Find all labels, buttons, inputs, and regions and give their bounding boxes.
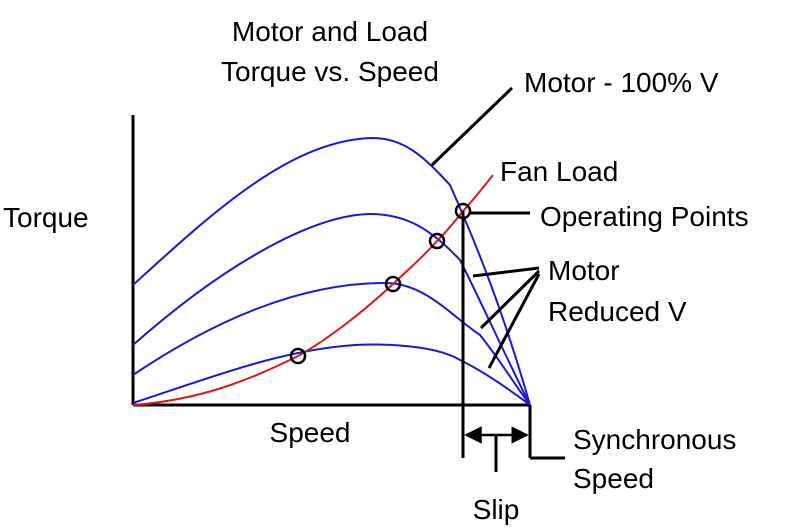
operating-point-marker bbox=[428, 232, 446, 250]
synchronous-label-line1: Synchronous bbox=[573, 424, 736, 455]
motor-curve-reduced-3 bbox=[132, 343, 531, 406]
x-axis-label: Speed bbox=[270, 417, 351, 448]
motor-reduced-leader-1 bbox=[472, 266, 540, 278]
motor-reduced-leader-3 bbox=[487, 273, 541, 369]
motor-full-leader bbox=[430, 86, 514, 167]
motor-curve-reduced-1 bbox=[132, 212, 531, 406]
motor-curve-100pct bbox=[132, 136, 531, 406]
diagram-title-line2: Torque vs. Speed bbox=[221, 56, 439, 87]
diagram-title-line1: Motor and Load bbox=[232, 16, 428, 47]
slip-label: Slip bbox=[473, 494, 520, 525]
motor-curve-reduced-2 bbox=[132, 281, 531, 406]
motor-full-label: Motor - 100% V bbox=[524, 67, 719, 98]
motor-reduced-label-line1: Motor bbox=[548, 255, 620, 286]
y-axis-label: Torque bbox=[3, 202, 89, 233]
operating-point-marker bbox=[289, 347, 307, 365]
synchronous-label-line2: Speed bbox=[573, 463, 654, 494]
motor-reduced-label-line2: Reduced V bbox=[548, 296, 687, 327]
motor-reduced-leader-2 bbox=[479, 269, 541, 330]
operating-points-label: Operating Points bbox=[540, 201, 749, 232]
fan-load-curve bbox=[132, 174, 494, 406]
operating-point-marker bbox=[384, 275, 402, 293]
fan-load-label: Fan Load bbox=[500, 156, 618, 187]
